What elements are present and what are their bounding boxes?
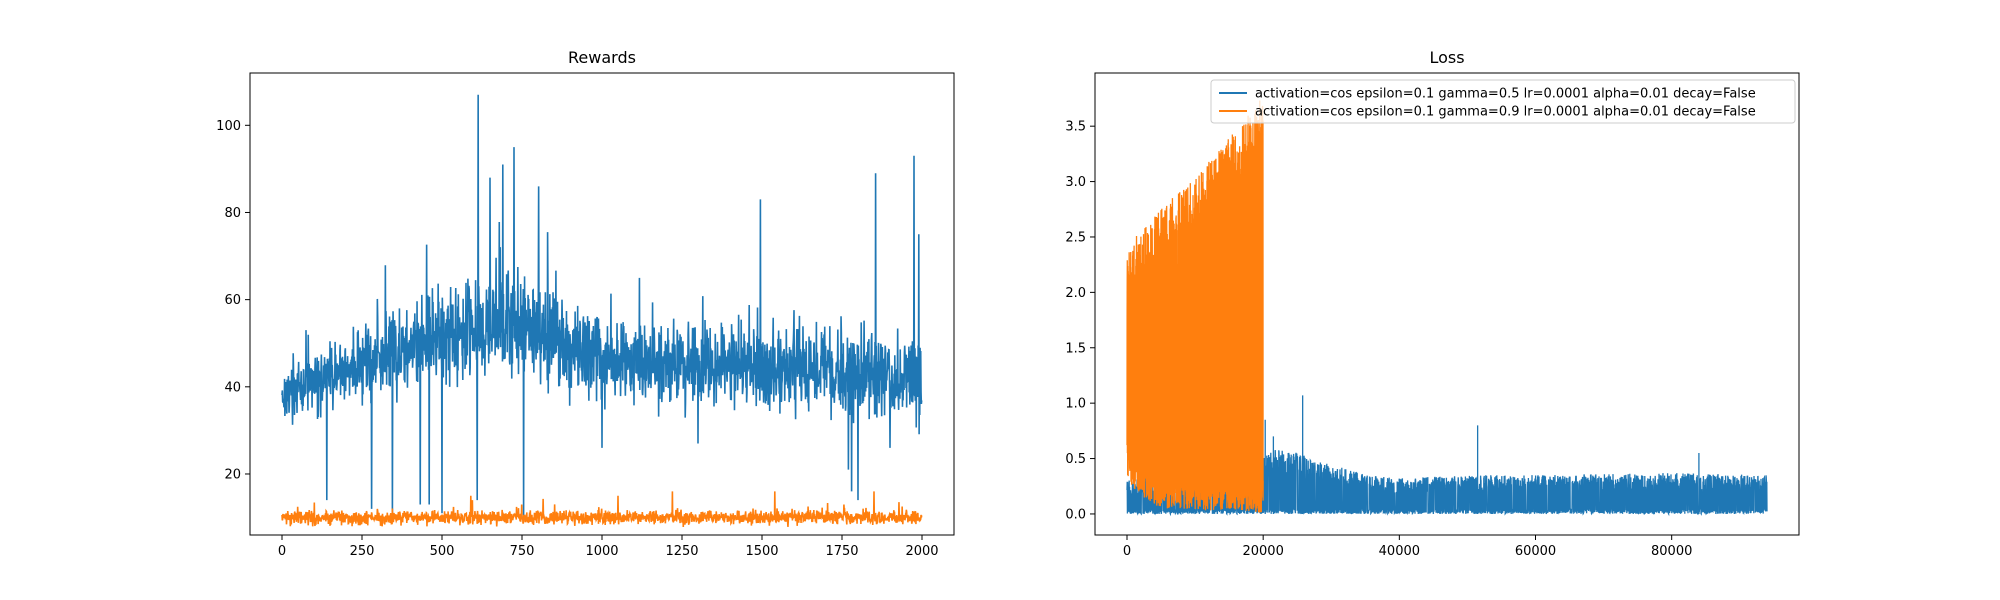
legend-label-series-1: activation=cos epsilon=0.1 gamma=0.5 lr=…	[1255, 87, 1756, 102]
rewards-title: Rewards	[568, 48, 636, 67]
rewards-series-1-line	[281, 94, 923, 518]
loss-plot-frame	[1094, 72, 1800, 536]
loss-y-tick-label: 1.5	[1065, 341, 1086, 356]
rewards-y-tick-label: 20	[224, 467, 241, 482]
rewards-series-2-line	[281, 491, 923, 528]
rewards-y-tick-label: 60	[224, 293, 241, 308]
loss-series-1-line	[1126, 395, 1768, 517]
loss-y-tick-label: 0.0	[1065, 507, 1086, 522]
rewards-x-tick-label: 1750	[825, 544, 858, 559]
loss-title: Loss	[1429, 48, 1464, 67]
rewards-y-tick-label: 80	[224, 206, 241, 221]
legend-label-series-2: activation=cos epsilon=0.1 gamma=0.9 lr=…	[1255, 105, 1756, 120]
rewards-x-tick-label: 1000	[585, 544, 618, 559]
rewards-x-tick-label: 250	[350, 544, 375, 559]
rewards-ticks-group: 0 250 500 750 1000 1250 1500 1750 2000 20 40 60 80 10…	[216, 119, 938, 559]
loss-y-tick-label: 0.5	[1065, 452, 1086, 467]
loss-x-tick-label: 20000	[1242, 544, 1283, 559]
loss-x-tick-label: 80000	[1651, 544, 1692, 559]
rewards-x-tick-label: 0	[278, 544, 286, 559]
loss-y-tick-label: 3.5	[1065, 120, 1086, 135]
loss-x-tick-label: 60000	[1515, 544, 1556, 559]
rewards-series-group	[281, 94, 923, 528]
loss-legend: activation=cos epsilon=0.1 gamma=0.5 lr=…	[1210, 79, 1796, 124]
loss-y-tick-label: 1.0	[1065, 397, 1086, 412]
loss-y-tick-label: 2.5	[1065, 230, 1086, 245]
loss-x-tick-label: 40000	[1379, 544, 1420, 559]
loss-axes: Loss 0 20000 40000 60000 80000 0.0 0.5 1.0 1.5 2.…	[1065, 48, 1800, 559]
rewards-x-tick-label: 750	[510, 544, 535, 559]
loss-y-tick-label: 2.0	[1065, 286, 1086, 301]
rewards-plot-frame	[249, 72, 955, 536]
rewards-x-tick-label: 500	[430, 544, 455, 559]
rewards-x-tick-label: 1500	[745, 544, 778, 559]
loss-x-tick-label: 0	[1123, 544, 1131, 559]
loss-ticks-group: 0 20000 40000 60000 80000 0.0 0.5 1.0 1.5 2.0 2.5 3…	[1065, 120, 1692, 559]
loss-y-tick-label: 3.0	[1065, 175, 1086, 190]
legend-frame	[1210, 79, 1796, 124]
loss-series-2-line	[1126, 100, 1264, 513]
rewards-y-tick-label: 40	[224, 380, 241, 395]
rewards-x-tick-label: 1250	[665, 544, 698, 559]
loss-series-group	[1126, 100, 1768, 517]
rewards-axes: Rewards 0 250 500 750 1000 1250 1500 1750 2000 20…	[216, 48, 955, 559]
rewards-x-tick-label: 2000	[905, 544, 938, 559]
rewards-y-tick-label: 100	[216, 119, 241, 134]
